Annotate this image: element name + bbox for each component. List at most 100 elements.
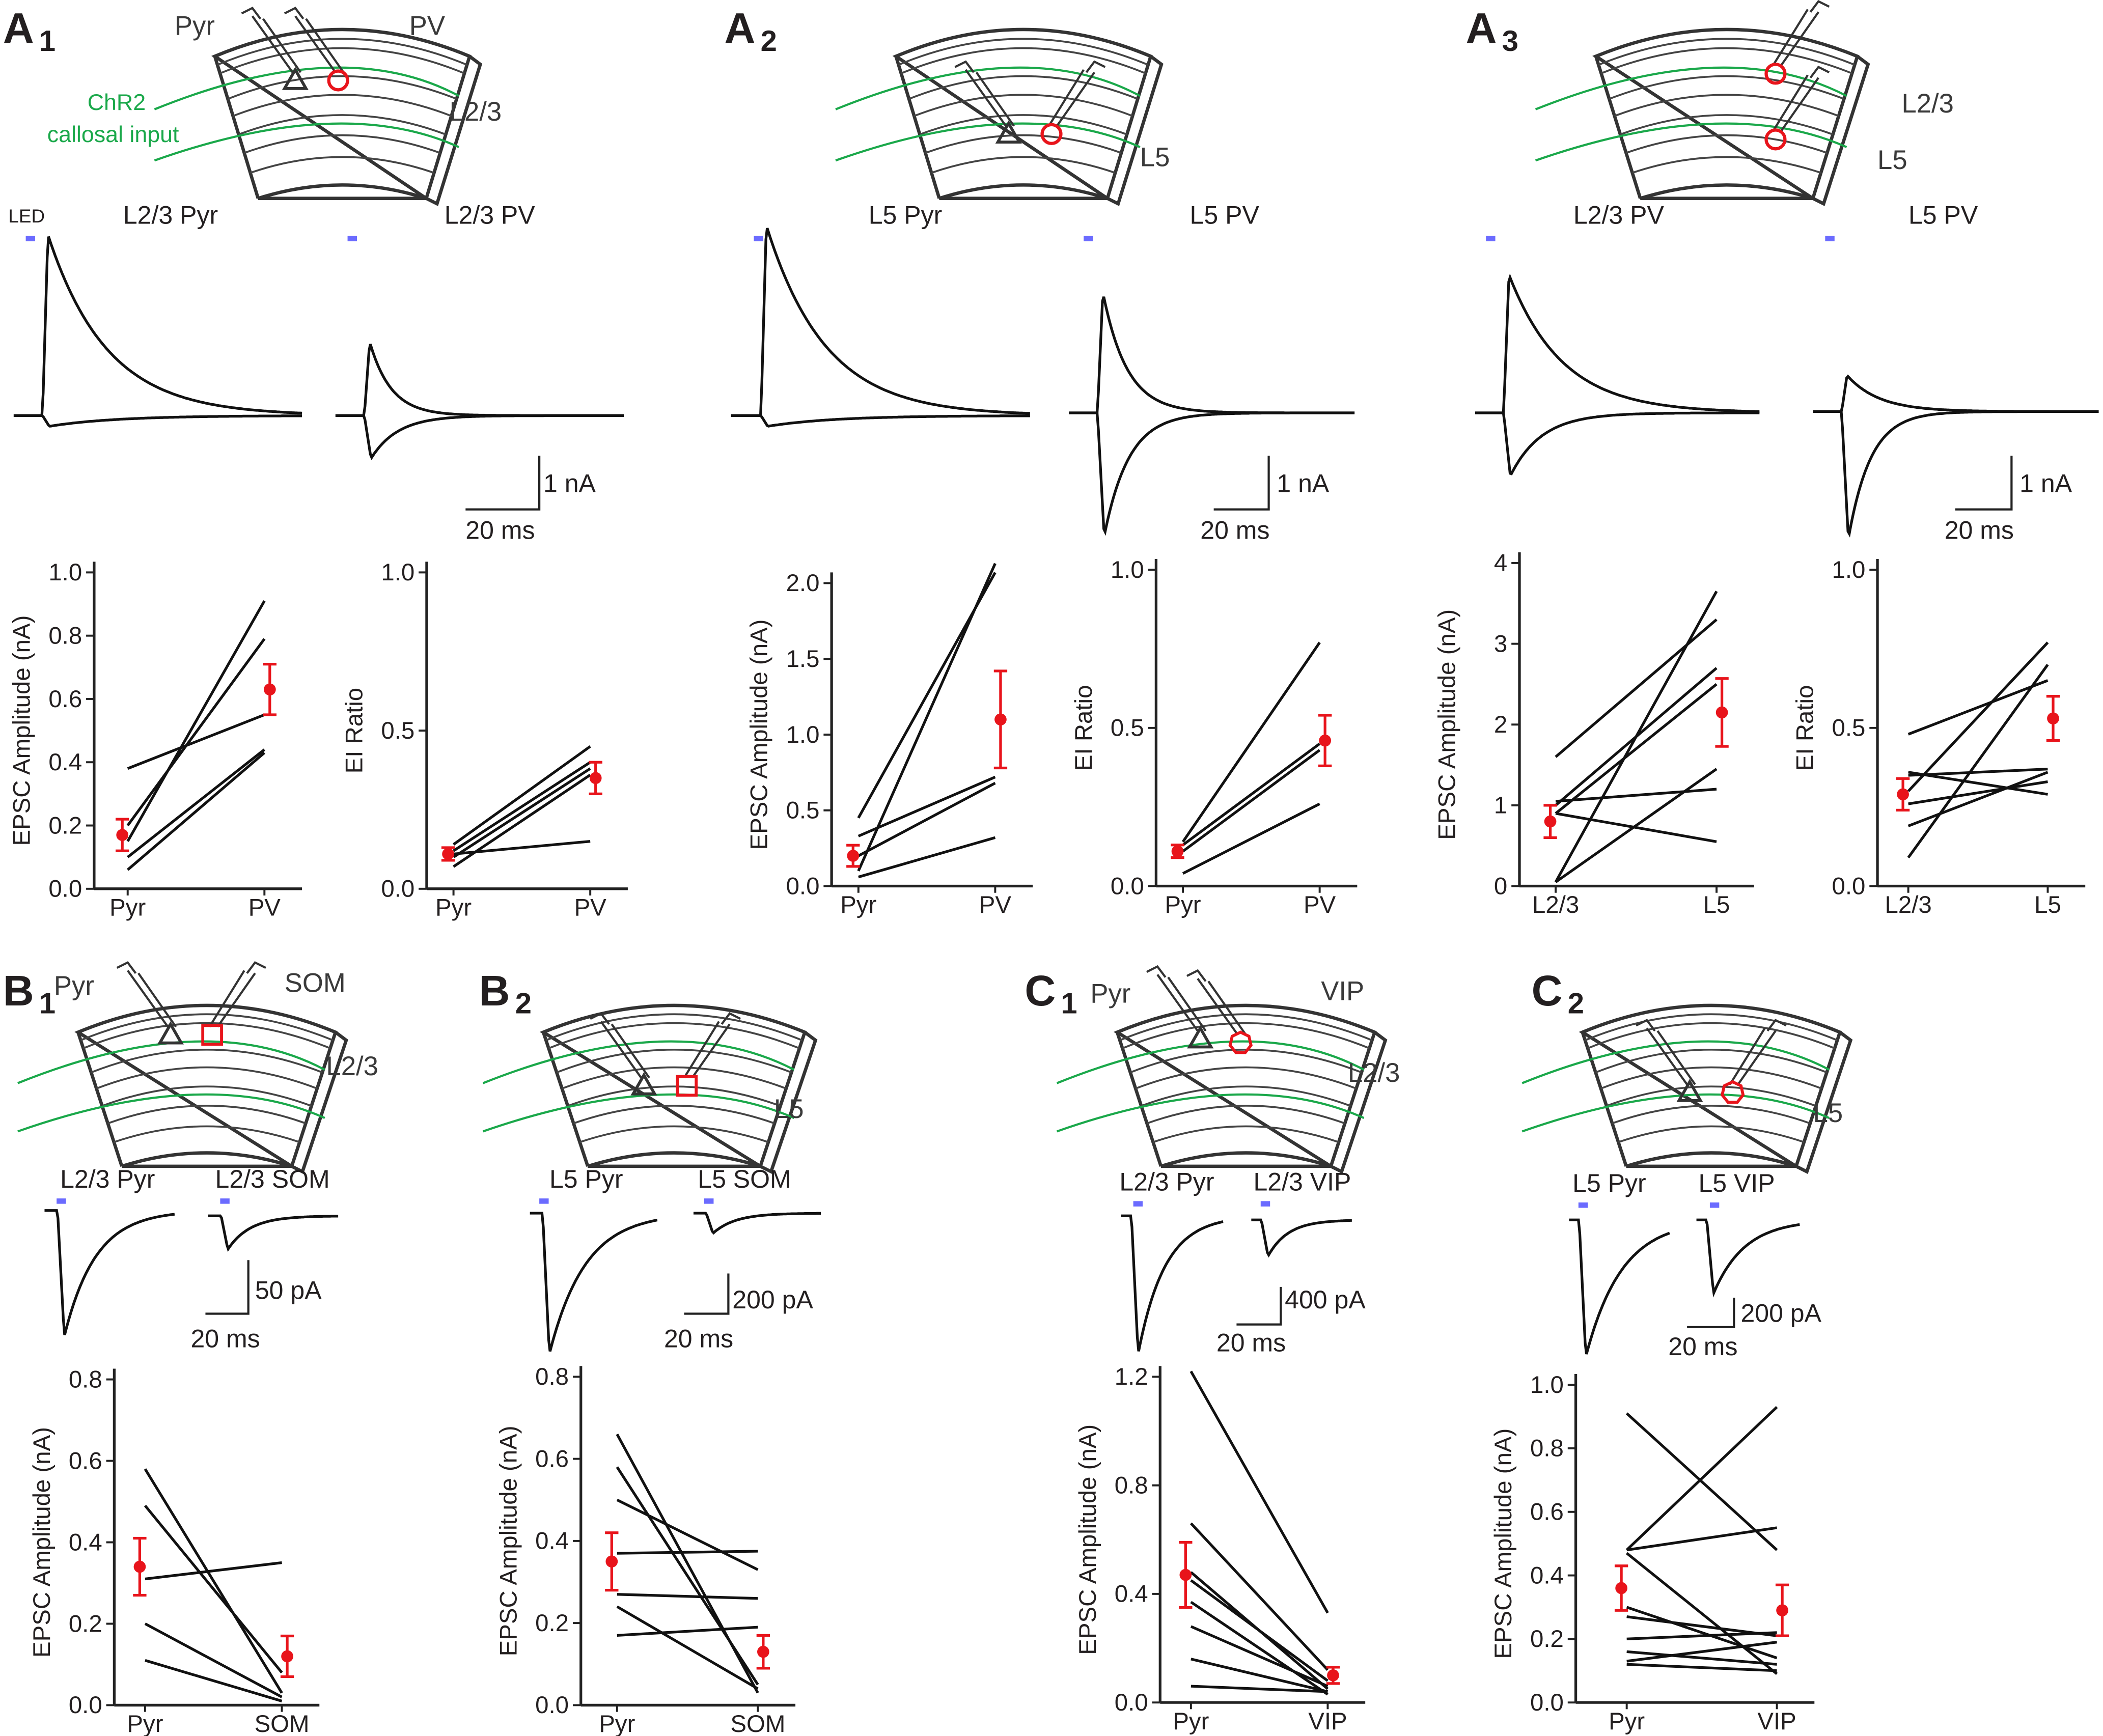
y-tick-label: 0.4 (69, 1529, 102, 1556)
diagram-label: L2/3 (450, 97, 502, 127)
scale-bar-lines (684, 1273, 730, 1315)
scale-bar-lines (465, 456, 541, 511)
som-cell-icon (201, 1024, 223, 1046)
layer-boundary (1598, 38, 1856, 66)
paired-cell-line (616, 1605, 759, 1690)
y-tick-label: 0.0 (1115, 1689, 1148, 1716)
layer-boundary (908, 75, 1139, 100)
layer-boundary (1600, 47, 1852, 74)
layer-boundary (1585, 1013, 1838, 1042)
layer-boundary (925, 134, 1122, 154)
y-tick-label: 0.0 (535, 1692, 569, 1719)
diagram-label: L5 (1877, 145, 1907, 175)
led-stimulus-marker (220, 1198, 230, 1204)
panel-a2: A 2 L5 L5 Pyr L5 PV 1 nA 20 ms (724, 4, 1355, 545)
y-tick-label: 1.0 (1530, 1371, 1564, 1398)
layer-boundary (1600, 1066, 1822, 1089)
paired-cell-line (1625, 1406, 1778, 1551)
mean-point (1897, 788, 1909, 801)
y-tick-label: 0.0 (1832, 873, 1865, 900)
paired-cell-line (1189, 1370, 1329, 1614)
inward-current-trace (731, 414, 1030, 428)
layer-boundary (548, 1022, 800, 1049)
scale-bar-amplitude: 50 pA (255, 1276, 322, 1305)
chr2-axon-line (1521, 1093, 1830, 1133)
paired-cell-line (1189, 1522, 1329, 1671)
paired-cell-line (1182, 742, 1321, 846)
paired-cell-line (1191, 1685, 1328, 1693)
trace-title: L2/3 Pyr (1119, 1167, 1214, 1196)
mean-point (133, 1560, 146, 1573)
pipette-icon (683, 1012, 741, 1079)
layer-boundary (238, 114, 447, 135)
layer-boundary (1625, 134, 1828, 154)
layer-boundary (573, 1105, 775, 1125)
mean-point (994, 713, 1007, 726)
inward-current-trace (335, 414, 624, 461)
y-tick-label: 2 (1494, 711, 1507, 738)
trace-title: L5 VIP (1698, 1169, 1775, 1197)
layer-boundary (1612, 1105, 1811, 1125)
inward-current-trace (208, 1214, 339, 1252)
paired-cell-line (1908, 771, 2048, 796)
scale-bar-time: 20 ms (1945, 516, 2014, 545)
diagram-label: Pyr (54, 971, 94, 1001)
paired-cell-line (1626, 1631, 1777, 1640)
pyramidal-cell-icon (157, 1021, 184, 1045)
y-tick-label: 0.2 (48, 812, 82, 839)
led-stimulus-marker (1709, 1202, 1720, 1208)
scale-bar-amplitude: 200 pA (1740, 1299, 1821, 1327)
y-tick-label: 1 (1494, 792, 1507, 819)
paired-cell-line (617, 1626, 758, 1637)
current-trace-group: L2/3 PV (335, 201, 624, 461)
inward-current-trace (1069, 411, 1355, 536)
y-axis-label: EPSC Amplitude (nA) (1490, 1429, 1517, 1659)
paired-cell-line (1181, 641, 1321, 843)
mean-point (1544, 815, 1557, 828)
y-tick-label: 0.0 (381, 876, 414, 903)
panel-label: A (1466, 4, 1497, 52)
led-stimulus-marker (1260, 1201, 1270, 1207)
trace-title: L2/3 VIP (1253, 1167, 1351, 1196)
layer-boundary (567, 1085, 781, 1107)
mean-point (757, 1645, 769, 1658)
chr2-axon-line (1521, 1040, 1830, 1084)
pv-cell-icon (327, 69, 349, 92)
x-tick-label: L5 (2034, 891, 2061, 918)
mean-point (589, 772, 602, 785)
mean-point (1319, 734, 1332, 747)
mean-point (1171, 845, 1184, 858)
x-tick-label: L2/3 (1532, 891, 1579, 918)
cortex-diagram: L5 (482, 1003, 818, 1174)
pipette-icon (284, 7, 345, 73)
led-stimulus-marker (704, 1198, 714, 1204)
panel-label: B (3, 967, 34, 1015)
paired-cell-line (144, 1622, 283, 1698)
panel-label-subscript: 1 (1061, 988, 1077, 1020)
y-axis-label: EPSC Amplitude (nA) (29, 1427, 56, 1658)
x-tick-label: Pyr (1165, 891, 1201, 918)
wedge-outline (539, 1003, 807, 1168)
inward-current-trace (530, 1212, 658, 1352)
chr2-axon-line (835, 122, 1141, 162)
paired-cell-line (1555, 812, 1717, 843)
y-tick-label: 3 (1494, 630, 1507, 657)
inward-current-trace (693, 1212, 821, 1235)
pipette-icon (954, 60, 1015, 127)
inward-current-trace (1813, 410, 2099, 538)
paired-cell-line (1907, 664, 2049, 859)
som-cell-icon (676, 1075, 698, 1097)
scale-bar: 400 pA 20 ms (1216, 1285, 1366, 1357)
diagram-label: PV (409, 11, 445, 41)
scale-bar: 1 nA 20 ms (465, 456, 596, 545)
mean-point (847, 850, 860, 862)
inward-current-trace (1251, 1218, 1352, 1258)
y-tick-label: 0.2 (535, 1610, 569, 1637)
scale-bar-time: 20 ms (190, 1324, 260, 1353)
paired-cell-line (1626, 1640, 1777, 1663)
panel-label-subscript: 2 (761, 25, 777, 58)
panel-b2: B 2 L5 L5 Pyr L5 SOM 200 pA 20 ms (479, 967, 821, 1353)
pipette-icon (1186, 969, 1247, 1036)
